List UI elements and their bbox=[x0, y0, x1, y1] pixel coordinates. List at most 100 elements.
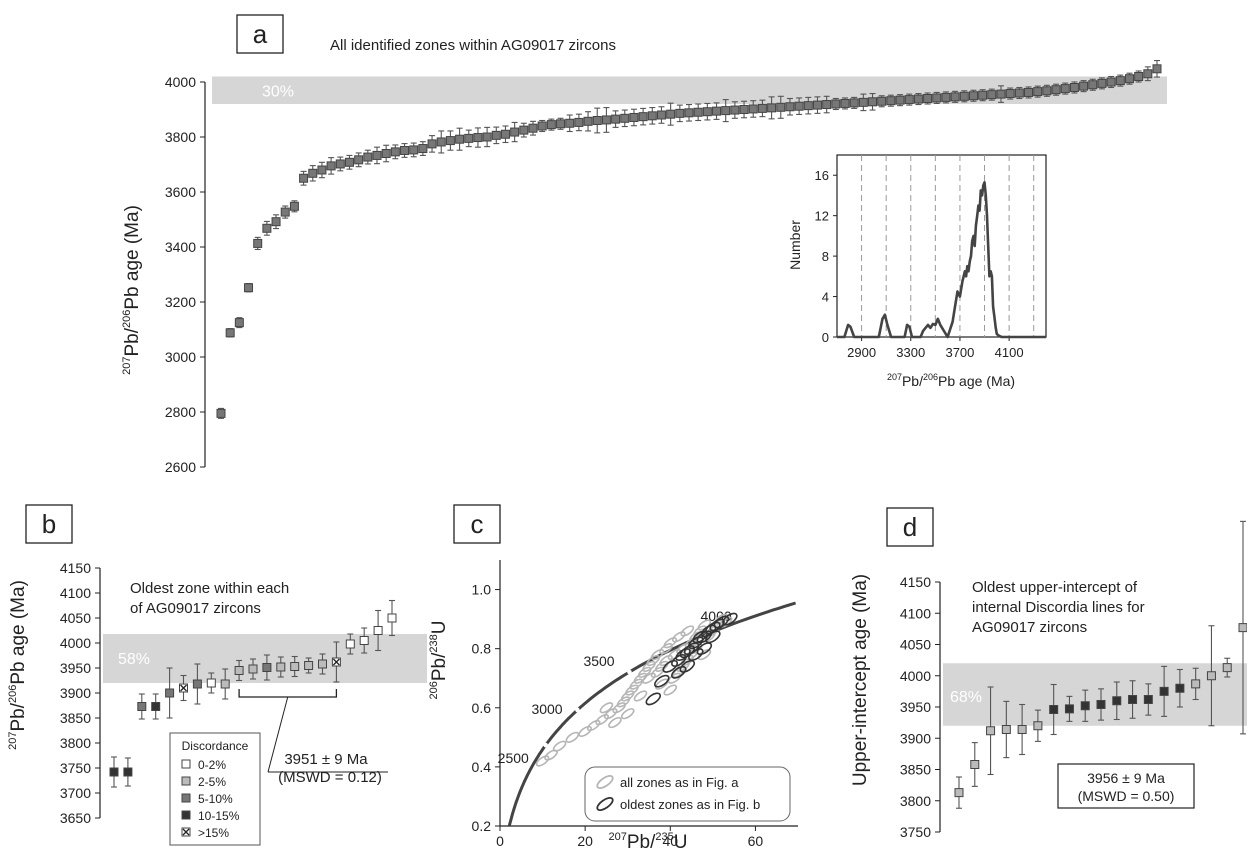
panel-c-ellipse-oldest bbox=[696, 642, 713, 656]
panel-d-title-line1: Oldest upper-intercept of bbox=[972, 579, 1138, 596]
panel-d: d Oldest upper-intercept of internal Dis… bbox=[850, 507, 1247, 840]
panel-a-point bbox=[950, 92, 960, 102]
panel-c-ylabel-part4: U bbox=[429, 621, 450, 635]
panel-a: a All identified zones within AG09017 zi… bbox=[121, 14, 1167, 475]
panel-a-point bbox=[776, 102, 786, 112]
panel-c-ylabel-sup3: 238 bbox=[428, 634, 440, 652]
panel-c-ellipse-oldest bbox=[722, 612, 738, 626]
panel-d-y-tick-label: 4000 bbox=[900, 668, 931, 684]
panel-c-ellipse-oldest bbox=[705, 630, 721, 644]
panel-a-point bbox=[262, 223, 272, 233]
panel-a-point bbox=[372, 150, 382, 160]
panel-a-y-tick-label: 2600 bbox=[165, 459, 196, 475]
panel-a-point bbox=[381, 149, 391, 158]
panel-c-ylabel-part2: Pb/ bbox=[429, 652, 450, 681]
panel-b-y-tick-label: 4050 bbox=[60, 610, 91, 626]
panel-c-label-box bbox=[453, 504, 501, 544]
panel-a-point bbox=[812, 100, 822, 110]
panel-a-point bbox=[363, 152, 373, 162]
panel-a-point bbox=[354, 155, 364, 165]
panel-a-point bbox=[1024, 87, 1034, 97]
panel-b-annotation-line2: (MSWD = 0.12) bbox=[278, 769, 382, 786]
panel-c-ellipse-all bbox=[650, 648, 665, 661]
panel-a-point bbox=[225, 328, 235, 338]
panel-c-xlabel-part4: U bbox=[674, 832, 688, 852]
panel-a-point bbox=[794, 101, 804, 111]
panel-c-y-tick-label: 1.0 bbox=[472, 582, 492, 598]
panel-b-legend-marker bbox=[181, 810, 191, 820]
panel-d-y-tick-label: 3750 bbox=[900, 824, 931, 840]
panel-c-ylabel: 206Pb/238U bbox=[428, 621, 450, 700]
panel-a-point bbox=[317, 165, 327, 175]
panel-a-point bbox=[482, 132, 492, 142]
panel-d-point bbox=[1238, 623, 1247, 633]
panel-a-point bbox=[280, 207, 290, 217]
panel-b-point bbox=[123, 767, 133, 777]
panel-a-point bbox=[244, 283, 254, 293]
panel-a-point bbox=[1060, 84, 1070, 94]
panel-b-ylabel-sup3: 206 bbox=[7, 685, 19, 703]
panel-a-point bbox=[877, 96, 887, 106]
panel-b-label-box bbox=[25, 504, 73, 544]
panel-b-title-line2: of AG09017 zircons bbox=[130, 600, 261, 617]
panel-a-point bbox=[996, 89, 1006, 99]
panel-a-point bbox=[712, 106, 722, 116]
panel-d-point bbox=[1049, 705, 1059, 714]
panel-b-legend-label: 2-5% bbox=[198, 775, 226, 789]
panel-a-point bbox=[923, 94, 933, 103]
panel-a-point bbox=[491, 130, 501, 140]
panel-b-point bbox=[192, 679, 202, 689]
panel-b: b Oldest zone within each of AG09017 zir… bbox=[7, 504, 427, 846]
panel-c-ellipse-all bbox=[629, 678, 644, 690]
panel-c-ellipse-all bbox=[599, 702, 614, 714]
panel-c-ellipse-all bbox=[620, 708, 635, 720]
panel-a-point bbox=[1042, 86, 1052, 96]
panel-d-band bbox=[943, 663, 1247, 726]
panel-b-point-cross bbox=[332, 658, 340, 666]
panel-d-y-tick-label: 3900 bbox=[900, 730, 931, 746]
panel-a-point bbox=[840, 98, 850, 108]
panel-b-annotation-line1: 3951 ± 9 Ma bbox=[284, 751, 368, 768]
panel-a-point bbox=[500, 129, 510, 139]
panel-a-point bbox=[519, 125, 529, 135]
panel-c-legend-box bbox=[584, 766, 791, 822]
panel-a-point bbox=[510, 127, 520, 137]
panel-a-y-tick-label: 4000 bbox=[165, 74, 196, 90]
inset-xlabel: 207Pb/206Pb age (Ma) bbox=[887, 372, 1015, 389]
panel-b-point bbox=[373, 626, 383, 635]
inset-y-tick-label: 12 bbox=[815, 209, 829, 224]
panel-a-point bbox=[757, 103, 767, 113]
panel-a-ylabel-part2: Pb/ bbox=[122, 327, 143, 356]
panel-d-point bbox=[954, 788, 964, 798]
panel-d-label-box bbox=[886, 507, 934, 547]
panel-d-point bbox=[1001, 725, 1011, 734]
panel-a-point bbox=[932, 93, 942, 103]
panel-a-point bbox=[253, 238, 263, 248]
panel-b-legend: Discordance 0-2% 2-5% 5-10% 10-15% >15% bbox=[169, 732, 261, 846]
panel-b-point bbox=[137, 702, 147, 711]
panel-a-band-label: 30% bbox=[262, 83, 294, 100]
panel-c-ellipse-oldest bbox=[688, 648, 704, 662]
panel-c-y-tick-label: 0.8 bbox=[472, 641, 492, 657]
panel-a-point bbox=[1051, 85, 1061, 95]
panel-b-legend-label: >15% bbox=[198, 826, 229, 840]
panel-c-x-tick-label: 0 bbox=[496, 833, 504, 849]
panel-b-legend-title: Discordance bbox=[182, 739, 249, 753]
panel-d-point bbox=[1175, 683, 1185, 693]
panel-c-ellipse-oldest bbox=[671, 665, 687, 679]
panel-b-point bbox=[345, 639, 355, 649]
panel-c-x-tick-label: 20 bbox=[577, 833, 593, 849]
panel-b-legend-marker-cross bbox=[182, 828, 190, 836]
panel-b-y-tick-label: 3900 bbox=[60, 685, 91, 701]
panel-a-point bbox=[1005, 89, 1015, 99]
panel-a-label: a bbox=[253, 19, 268, 49]
panel-a-point bbox=[886, 96, 896, 106]
panel-a-point bbox=[400, 145, 410, 155]
panel-b-point bbox=[220, 679, 230, 689]
panel-c-ylabel-sup1: 206 bbox=[428, 681, 440, 699]
panel-d-annotation-line2: (MSWD = 0.50) bbox=[1078, 788, 1175, 804]
inset-y-tick-label: 4 bbox=[822, 290, 829, 305]
panel-c-xlabel-part2: Pb/ bbox=[627, 832, 656, 852]
panel-c-ellipse-oldest bbox=[654, 674, 670, 688]
panel-b-point bbox=[290, 662, 300, 671]
